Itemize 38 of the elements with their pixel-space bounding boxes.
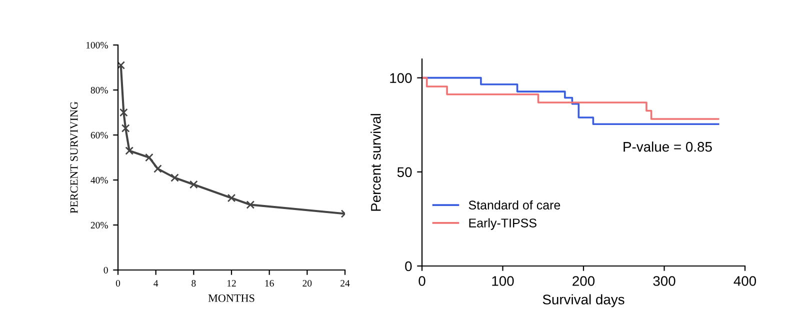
point xyxy=(154,164,162,173)
y-tick-label: 20% xyxy=(90,222,108,228)
y-tick-label: 80% xyxy=(90,86,108,94)
point xyxy=(170,174,179,182)
x-tick-label: 0 xyxy=(418,276,426,286)
point xyxy=(227,194,236,202)
x-tick-label: 0 xyxy=(116,280,120,287)
y-tick-label: 40% xyxy=(90,176,108,184)
y-axis-title: Percent survival xyxy=(370,114,381,211)
x-tick-label: 24 xyxy=(340,280,350,286)
x-tick-label: 400 xyxy=(734,276,756,286)
x-axis-title: MONTHS xyxy=(208,294,254,302)
y-tick-label: 0 xyxy=(104,266,108,274)
y-tick-label: 50 xyxy=(397,167,412,178)
point xyxy=(125,146,134,155)
y-tick-label: 100 xyxy=(390,73,412,83)
x-tick-label: 16 xyxy=(265,280,274,287)
x-axis-title: Survival days xyxy=(542,294,624,308)
x-tick-label: 100 xyxy=(492,276,514,286)
x-tick-label: 4 xyxy=(154,280,158,286)
y-tick-label: 0 xyxy=(405,261,412,272)
point xyxy=(246,200,255,209)
point xyxy=(118,61,126,70)
x-tick-label: 300 xyxy=(653,276,676,286)
y-tick-label: 60% xyxy=(90,132,108,138)
x-tick-label: 12 xyxy=(227,280,236,286)
x-tick-label: 200 xyxy=(572,276,595,286)
y-axis-title: PERCENT SURVIVING xyxy=(70,102,78,214)
legend-label: Early-TIPSS xyxy=(469,218,536,230)
annotation: P-value = 0.85 xyxy=(624,142,712,152)
point xyxy=(190,180,198,189)
x-tick-label: 8 xyxy=(192,280,196,287)
point xyxy=(120,108,128,117)
x-tick-label: 20 xyxy=(302,280,312,287)
point xyxy=(145,153,154,162)
legend-label: Standard of care xyxy=(468,200,560,210)
y-tick-label: 100% xyxy=(86,42,108,48)
point xyxy=(121,124,130,132)
